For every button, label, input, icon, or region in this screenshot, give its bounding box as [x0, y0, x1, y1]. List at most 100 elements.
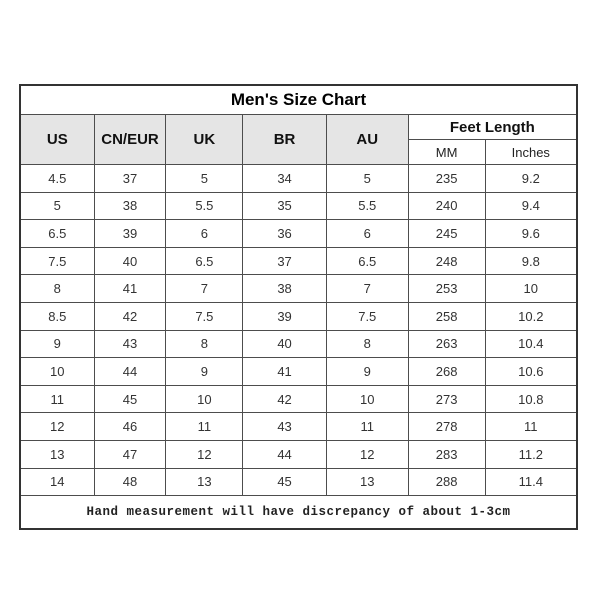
size-cell: 13 — [325, 467, 409, 497]
size-cell: 253 — [407, 274, 486, 303]
size-cell: 9 — [325, 357, 409, 386]
size-cell: 268 — [407, 357, 486, 386]
size-cell: 45 — [93, 384, 167, 414]
size-cell: 6.5 — [325, 246, 409, 276]
size-cell: 10 — [484, 274, 578, 303]
size-cell: 12 — [19, 412, 95, 441]
table-row: 13 47 12 44 12 283 11.2 — [19, 439, 578, 469]
column-header-br: BR — [242, 114, 327, 165]
size-cell: 34 — [242, 164, 327, 193]
size-cell: 5.5 — [165, 191, 244, 221]
size-cell: 8 — [165, 329, 244, 359]
footnote: Hand measurement will have discrepancy o… — [19, 495, 578, 530]
size-cell: 288 — [407, 467, 486, 497]
column-header-uk: UK — [165, 114, 244, 165]
size-table-body: 4.5 37 5 34 5 235 9.2 5 38 5.5 35 5.5 240 9.4 6.5 39 6 36… — [19, 164, 578, 497]
size-cell: 248 — [407, 246, 486, 276]
size-cell: 48 — [93, 467, 167, 497]
title-row: Men's Size Chart — [19, 84, 578, 115]
size-cell: 9.8 — [484, 246, 578, 276]
size-cell: 7.5 — [19, 246, 95, 276]
table-row: 7.5 40 6.5 37 6.5 248 9.8 — [19, 246, 578, 276]
size-cell: 43 — [93, 329, 167, 359]
table-row: 8.5 42 7.5 39 7.5 258 10.2 — [19, 301, 578, 331]
column-header-feet-length: Feet Length — [407, 114, 578, 140]
size-cell: 7 — [165, 274, 244, 303]
size-cell: 8 — [19, 274, 95, 303]
size-cell: 11.2 — [484, 439, 578, 469]
size-cell: 10 — [165, 384, 244, 414]
size-cell: 43 — [242, 412, 327, 441]
size-cell: 37 — [93, 164, 167, 193]
size-cell: 40 — [93, 246, 167, 276]
size-cell: 4.5 — [19, 164, 95, 193]
size-cell: 263 — [407, 329, 486, 359]
size-cell: 7.5 — [165, 301, 244, 331]
size-cell: 41 — [242, 357, 327, 386]
size-cell: 6.5 — [19, 219, 95, 248]
size-cell: 35 — [242, 191, 327, 221]
size-cell: 11.4 — [484, 467, 578, 497]
size-cell: 47 — [93, 439, 167, 469]
size-cell: 5 — [165, 164, 244, 193]
size-cell: 258 — [407, 301, 486, 331]
table-row: 4.5 37 5 34 5 235 9.2 — [19, 164, 578, 193]
size-cell: 245 — [407, 219, 486, 248]
size-cell: 7.5 — [325, 301, 409, 331]
size-cell: 278 — [407, 412, 486, 441]
size-cell: 10.4 — [484, 329, 578, 359]
table-row: 6.5 39 6 36 6 245 9.6 — [19, 219, 578, 248]
footnote-row: Hand measurement will have discrepancy o… — [19, 495, 578, 530]
size-cell: 11 — [325, 412, 409, 441]
table-row: 9 43 8 40 8 263 10.4 — [19, 329, 578, 359]
size-cell: 6 — [325, 219, 409, 248]
size-cell: 11 — [484, 412, 578, 441]
size-chart-table: Men's Size Chart US CN/EUR UK BR AU Feet… — [19, 84, 578, 531]
size-cell: 8.5 — [19, 301, 95, 331]
size-cell: 44 — [93, 357, 167, 386]
size-cell: 235 — [407, 164, 486, 193]
size-cell: 10 — [325, 384, 409, 414]
size-cell: 6.5 — [165, 246, 244, 276]
size-cell: 9 — [19, 329, 95, 359]
table-row: 11 45 10 42 10 273 10.8 — [19, 384, 578, 414]
size-cell: 6 — [165, 219, 244, 248]
page-title: Men's Size Chart — [19, 84, 578, 115]
subheader-row: MM Inches — [20, 139, 578, 165]
size-cell: 37 — [242, 246, 327, 276]
size-cell: 5 — [19, 191, 95, 221]
size-cell: 14 — [19, 467, 95, 497]
size-cell: 46 — [93, 412, 167, 441]
column-header-mm: MM — [407, 139, 486, 165]
size-cell: 42 — [93, 301, 167, 331]
size-cell: 44 — [242, 439, 327, 469]
size-chart-container: Men's Size Chart US CN/EUR UK BR AU Feet… — [19, 84, 578, 531]
column-header-au: AU — [325, 114, 409, 165]
size-cell: 36 — [242, 219, 327, 248]
size-cell: 41 — [93, 274, 167, 303]
size-cell: 38 — [93, 191, 167, 221]
size-cell: 12 — [325, 439, 409, 469]
size-cell: 283 — [407, 439, 486, 469]
table-row: 14 48 13 45 13 288 11.4 — [19, 467, 578, 497]
table-row: 8 41 7 38 7 253 10 — [19, 274, 578, 303]
size-cell: 39 — [93, 219, 167, 248]
size-cell: 5.5 — [325, 191, 409, 221]
size-cell: 10 — [19, 357, 95, 386]
size-cell: 13 — [19, 439, 95, 469]
column-header-cn-eur: CN/EUR — [93, 114, 167, 165]
size-cell: 240 — [407, 191, 486, 221]
size-cell: 8 — [325, 329, 409, 359]
table-row: 12 46 11 43 11 278 11 — [19, 412, 578, 441]
size-cell: 10.8 — [484, 384, 578, 414]
size-cell: 12 — [165, 439, 244, 469]
size-cell: 5 — [325, 164, 409, 193]
table-row: 5 38 5.5 35 5.5 240 9.4 — [19, 191, 578, 221]
size-cell: 11 — [165, 412, 244, 441]
size-cell: 42 — [242, 384, 327, 414]
size-cell: 45 — [242, 467, 327, 497]
size-cell: 9 — [165, 357, 244, 386]
size-cell: 11 — [19, 384, 95, 414]
size-cell: 38 — [242, 274, 327, 303]
